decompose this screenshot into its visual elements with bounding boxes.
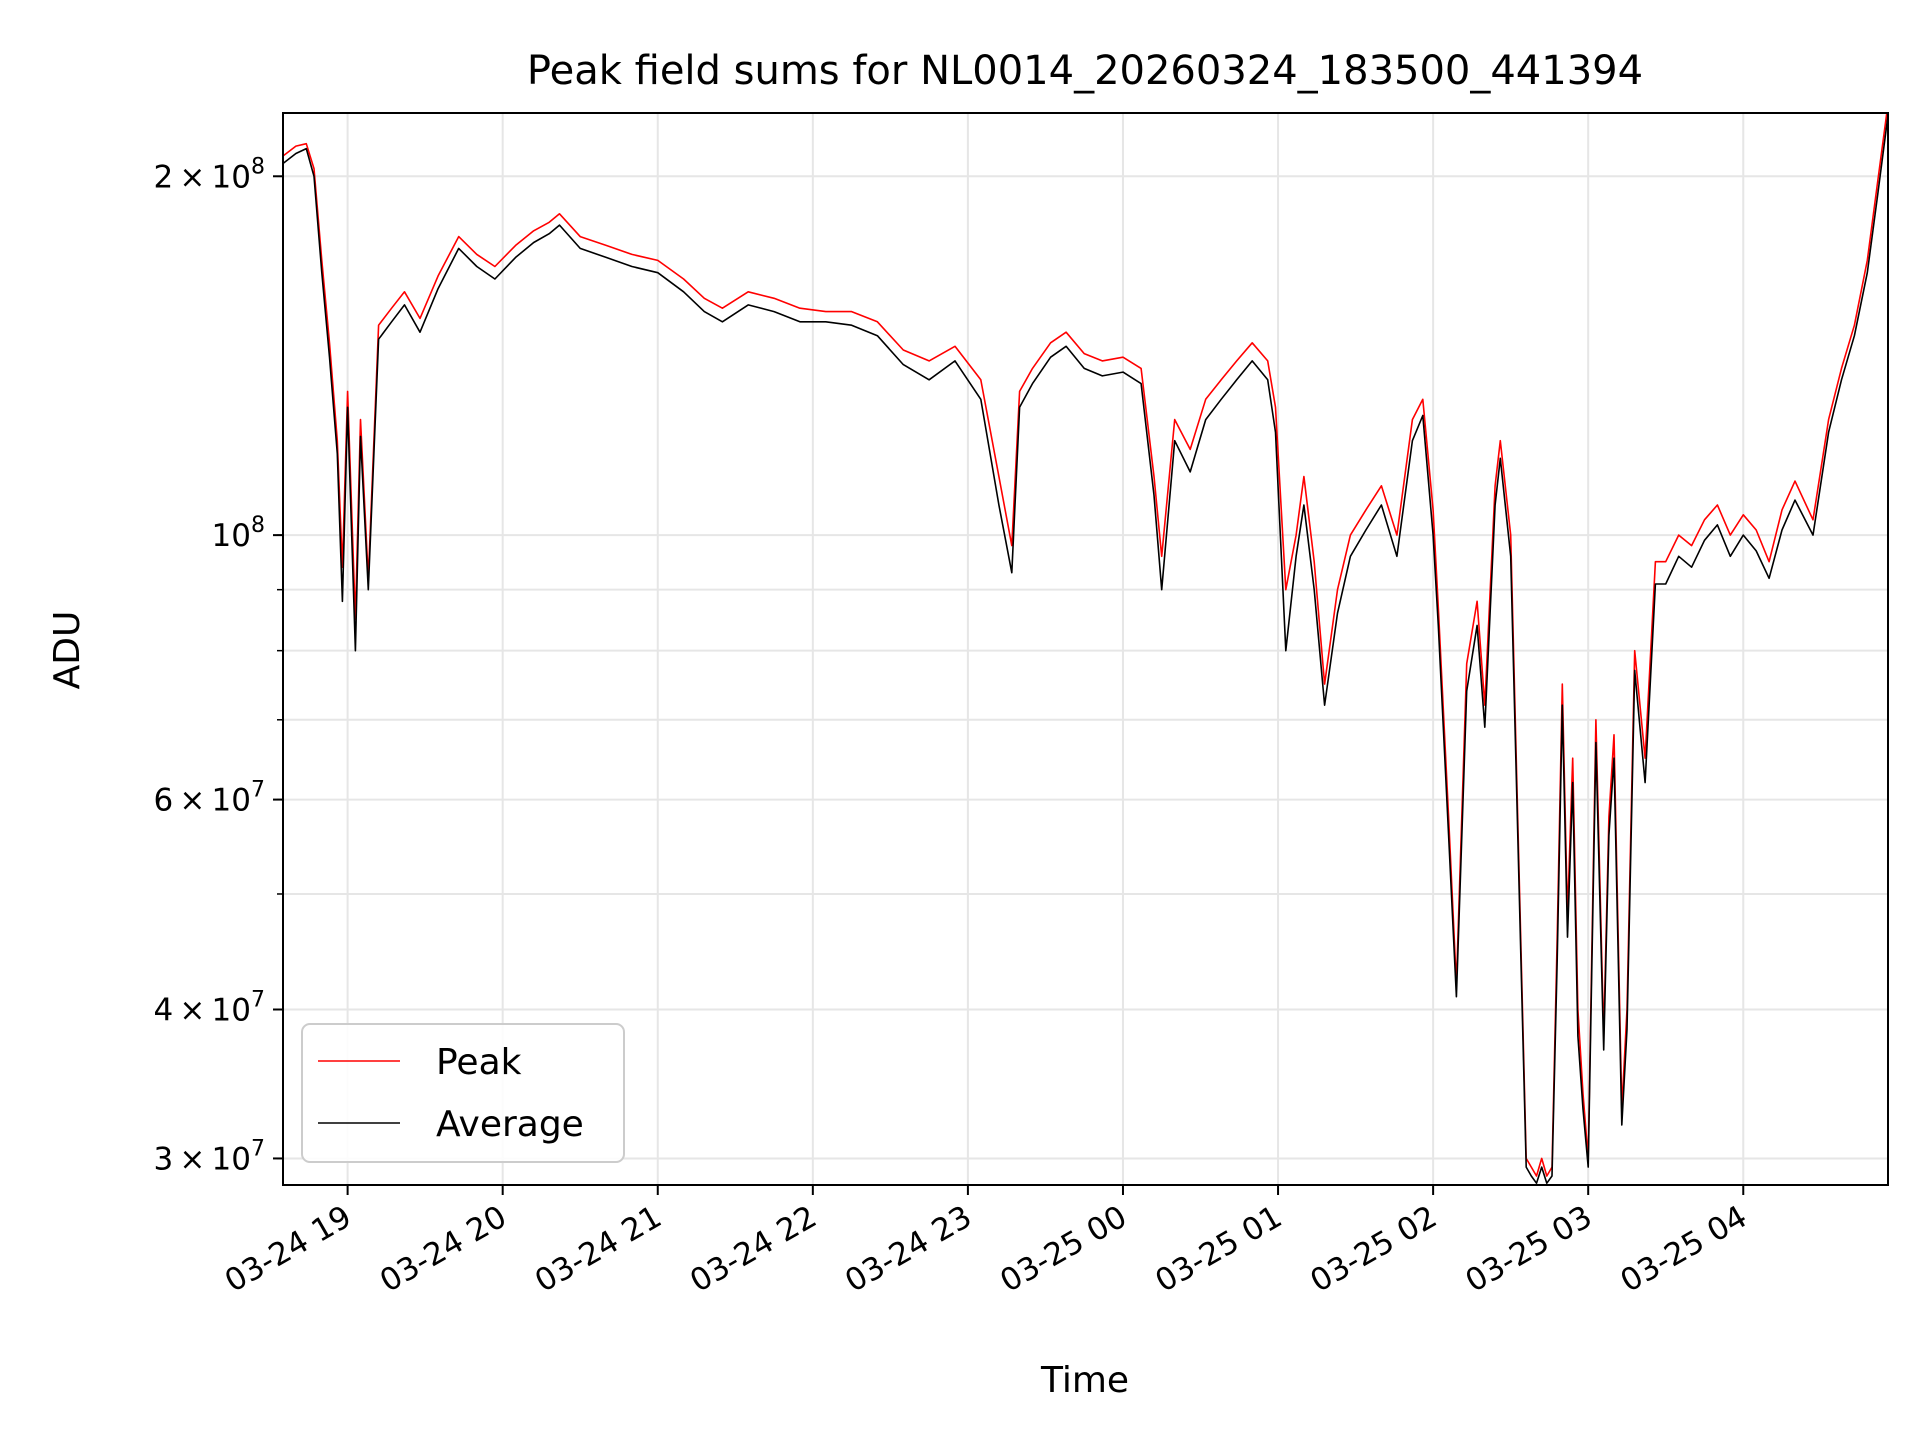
grid-lines [283,113,1888,1185]
y-tick-label: 2 × 108 [153,154,265,195]
y-tick-label: 4 × 107 [153,988,265,1029]
series-layer [283,113,1888,1184]
legend-label-average: Average [436,1104,584,1145]
legend-label-peak: Peak [436,1042,522,1083]
chart-title: Peak field sums for NL0014_20260324_1835… [527,48,1643,94]
legend: Peak Average [301,1023,625,1163]
legend-box [301,1023,625,1163]
plot-frame [282,112,1889,1186]
y-axis-label: ADU [47,611,88,690]
y-tick-label: 6 × 107 [153,778,265,819]
x-axis-label: Time [1040,1360,1129,1401]
y-tick-label: 108 [212,513,265,554]
y-tick-label: 3 × 107 [153,1136,265,1177]
series-line-average [283,115,1888,1184]
